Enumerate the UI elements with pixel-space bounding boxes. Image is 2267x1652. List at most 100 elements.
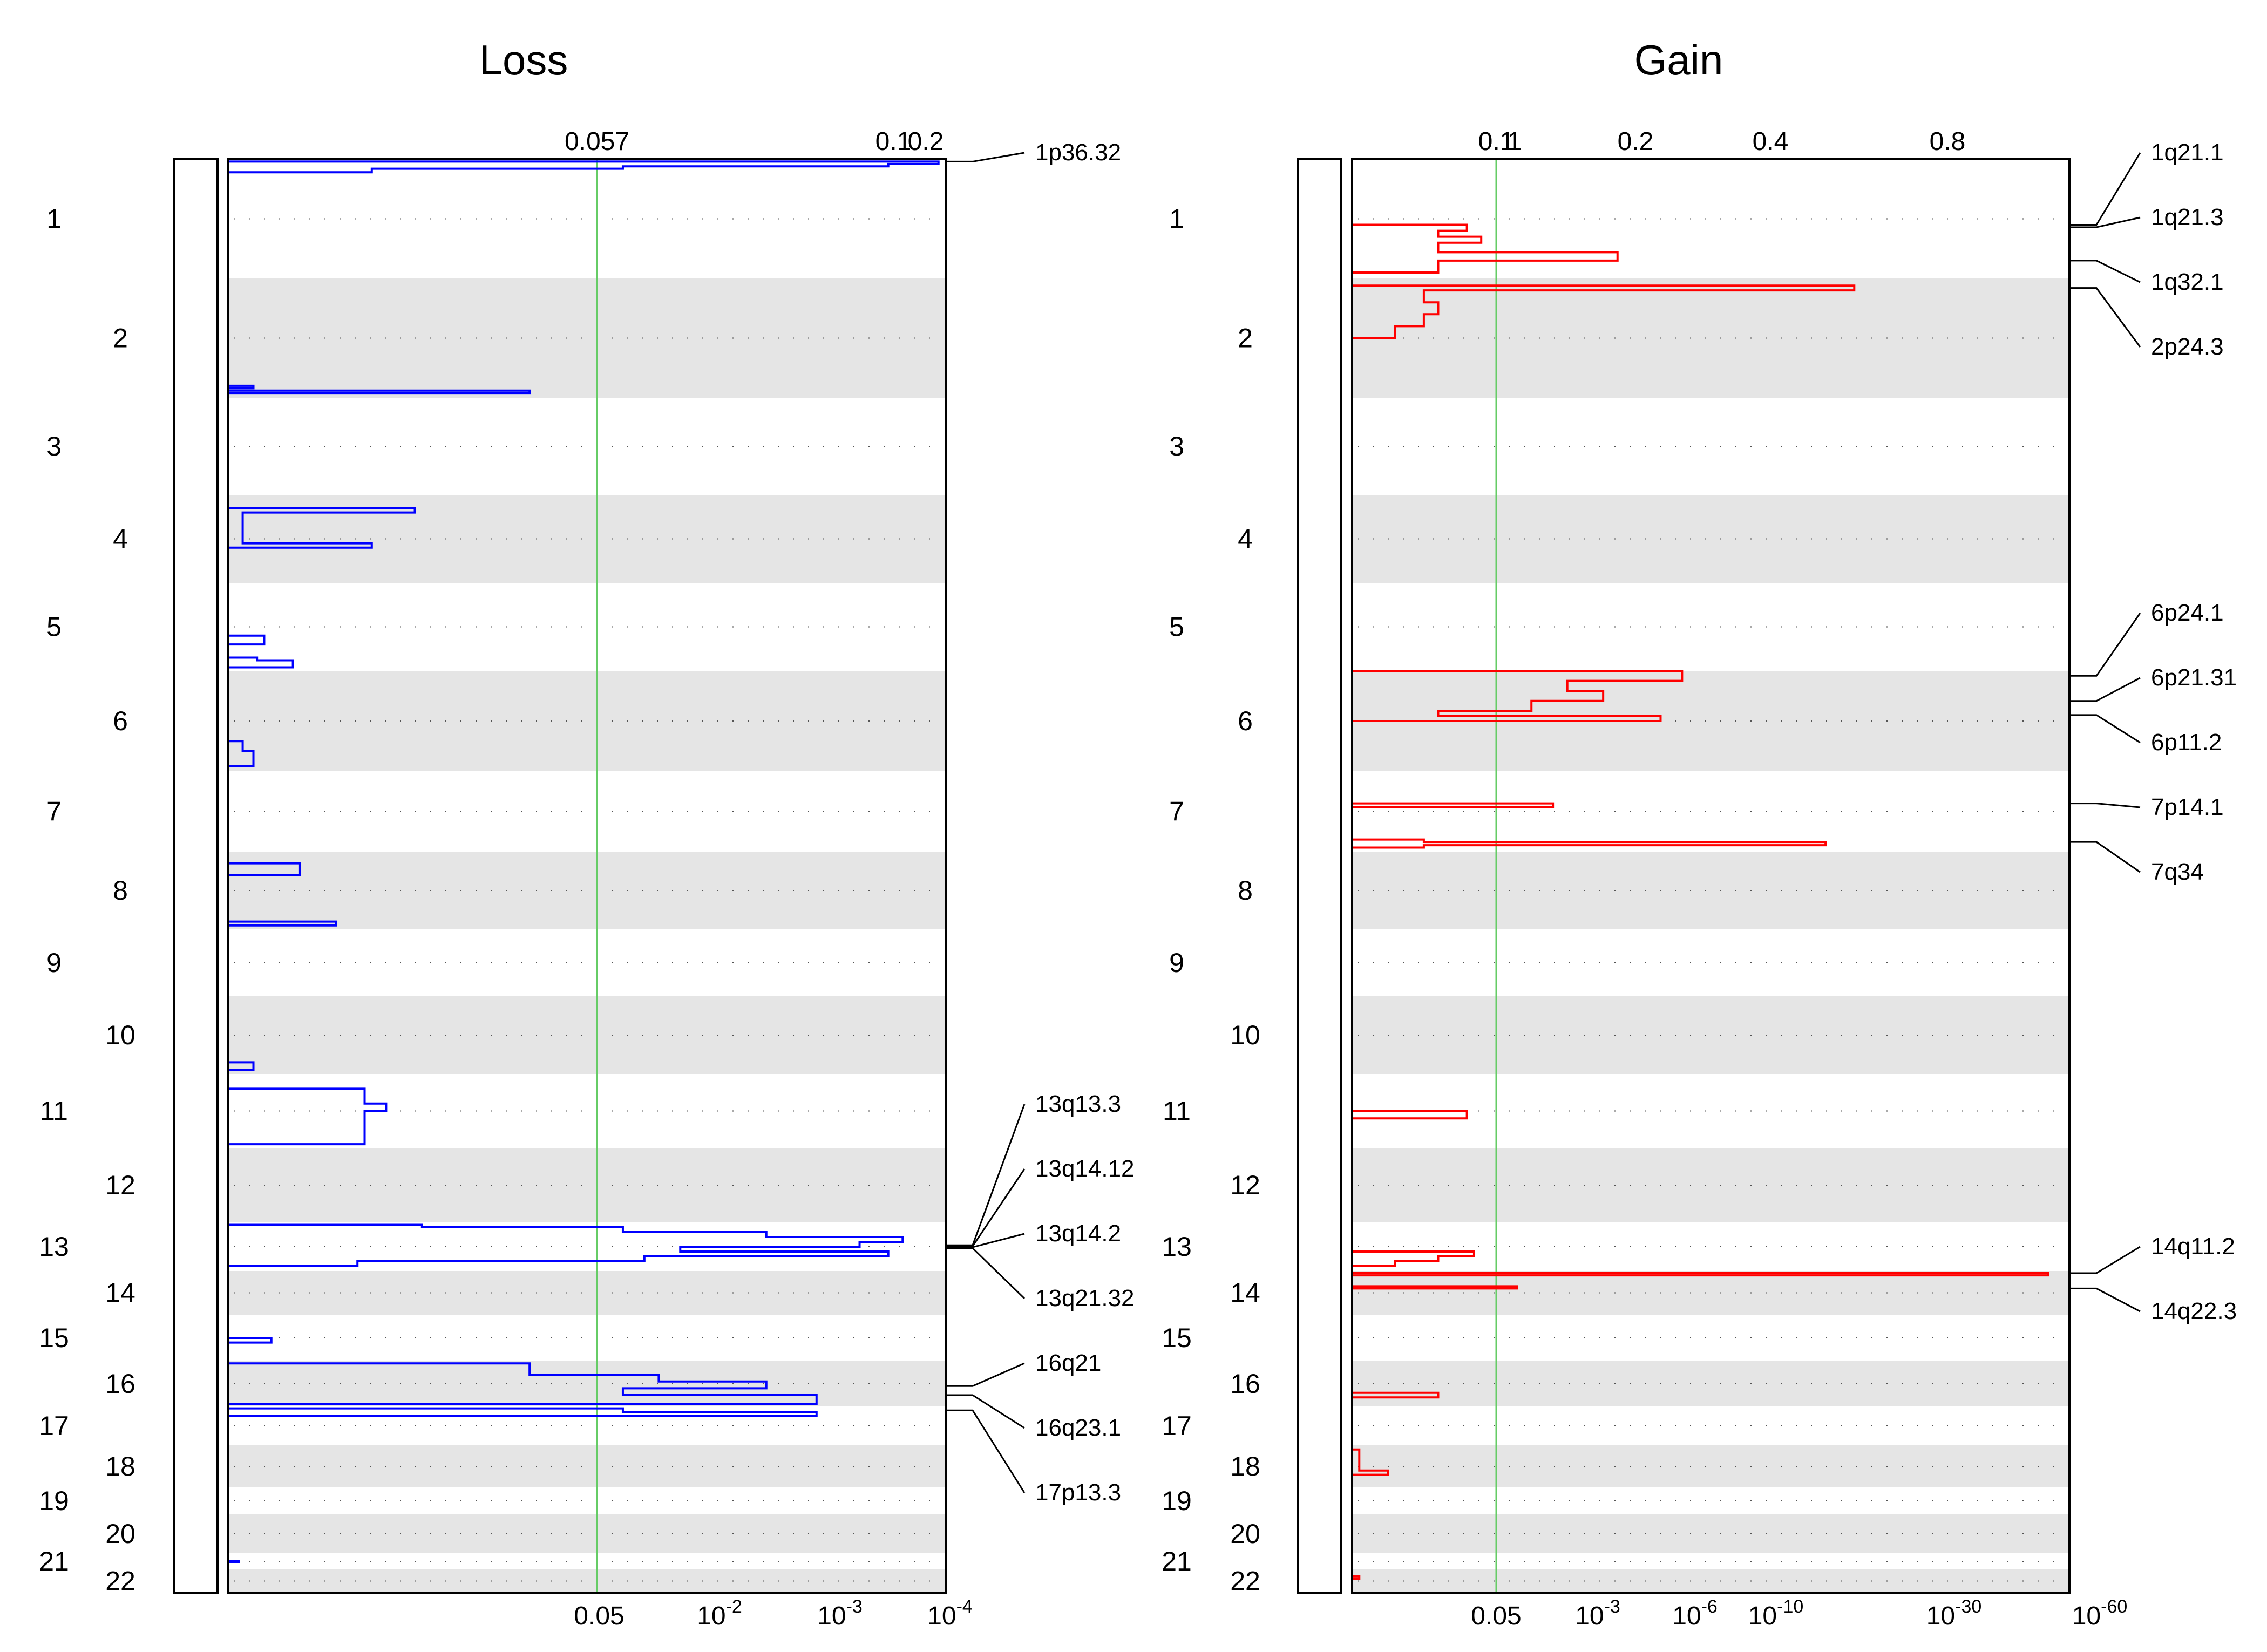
chromosome-label-13: 13	[1162, 1232, 1192, 1262]
region-leader	[946, 1247, 1026, 1300]
region-leader	[2069, 677, 2141, 702]
region-label: 6p21.31	[2151, 664, 2237, 691]
chromosome-label-11: 11	[40, 1096, 68, 1126]
bottom-tick-label: 10-4	[927, 1596, 973, 1630]
series-line-chr13	[228, 1223, 904, 1267]
gain-panel: Gain 12345678910111213141516171819202122…	[1162, 36, 2237, 1630]
series-line-chr11	[1352, 1110, 1468, 1120]
chromosome-band-8	[1352, 852, 2069, 929]
region-label: 17p13.3	[1035, 1479, 1121, 1506]
chromosome-label-3: 3	[1169, 431, 1184, 461]
chromosome-label-4: 4	[113, 524, 128, 554]
chromosome-label-16: 16	[1230, 1369, 1260, 1399]
top-tick-label: 0.057	[565, 127, 629, 156]
region-leader	[946, 1409, 1026, 1493]
loss-title: Loss	[479, 36, 568, 84]
region-label: 14q11.2	[2151, 1233, 2235, 1260]
chromosome-label-7: 7	[46, 797, 62, 827]
chromosome-label-9: 9	[1169, 948, 1184, 978]
chromosome-label-19: 19	[1162, 1486, 1192, 1516]
chromosome-label-14: 14	[105, 1278, 135, 1308]
top-tick-label: 0.8	[1930, 127, 1966, 156]
region-label: 6p11.2	[2151, 729, 2222, 756]
chromosome-label-2: 2	[1238, 323, 1253, 353]
bottom-tick-label: 10-60	[2072, 1596, 2128, 1630]
chromosome-label-9: 9	[46, 948, 62, 978]
chromosome-label-22: 22	[105, 1566, 135, 1596]
chromosome-band-4	[228, 495, 946, 583]
loss-region-labels: 1p36.32 13q13.3 13q14.12 13q14.2 13q21.32 16q…	[946, 139, 1135, 1506]
region-label: 1q32.1	[2151, 269, 2224, 295]
series-line-chr1	[1352, 223, 1619, 274]
series-line-chr13	[1352, 1250, 1475, 1267]
series-line-chr21	[228, 1560, 240, 1563]
region-leader	[2069, 803, 2141, 808]
loss-top-tick-labels: 0.057 0.10.2	[565, 127, 944, 156]
region-label: 1q21.1	[2151, 139, 2224, 166]
chromosome-label-10: 10	[1230, 1020, 1260, 1050]
chromosome-label-10: 10	[105, 1020, 135, 1050]
top-tick-label: 0.1	[875, 127, 912, 156]
chromosome-label-1: 1	[46, 204, 62, 234]
chromosome-label-3: 3	[46, 431, 62, 461]
chromosome-label-5: 5	[1169, 612, 1184, 642]
chromosome-label-21: 21	[39, 1546, 69, 1576]
chromosome-label-17: 17	[1162, 1411, 1192, 1441]
region-leader	[2069, 260, 2141, 283]
region-label: 13q14.12	[1035, 1155, 1135, 1182]
chromosome-band-12	[228, 1148, 946, 1222]
series-line-chr5	[227, 634, 294, 669]
region-label: 2p24.3	[2151, 334, 2224, 360]
chromosome-band-20	[228, 1514, 946, 1553]
chromosome-band-2	[228, 278, 946, 398]
loss-plot-frame	[227, 158, 947, 1594]
bottom-tick-label: 10-10	[1748, 1596, 1804, 1630]
bottom-tick-label: 10-3	[817, 1596, 863, 1630]
region-leader	[946, 1168, 1026, 1247]
top-tick-label: 0.4	[1753, 127, 1789, 156]
chromosome-label-20: 20	[105, 1519, 135, 1549]
region-leader	[946, 152, 1025, 162]
gain-title: Gain	[1634, 36, 1723, 84]
region-leader	[2069, 216, 2141, 228]
region-label: 16q21	[1035, 1350, 1101, 1376]
loss-chromosome-bands	[228, 218, 946, 1593]
gain-region-labels: 1q21.1 1q21.3 1q32.1 2p24.3 6p24.1 6p21.31 6p1…	[2069, 139, 2237, 1324]
chromosome-band-6	[228, 671, 946, 771]
chromosome-label-4: 4	[1238, 524, 1253, 554]
gain-top-tick-labels: 0.10.11 0.2 0.4 0.8	[1478, 127, 1966, 156]
chromosome-band-22	[228, 1569, 946, 1593]
loss-panel: Loss 12345678910111213141516171819202122…	[39, 36, 1134, 1630]
region-label: 14q22.3	[2151, 1298, 2237, 1324]
chromosome-label-2: 2	[113, 323, 128, 353]
gain-chromosome-bands	[1352, 218, 2069, 1593]
chromosome-band-2	[1352, 278, 2069, 398]
series-line-chr22	[1352, 1575, 1361, 1580]
region-leader	[2069, 287, 2141, 348]
series-line-chr1	[228, 160, 940, 174]
chromosome-label-16: 16	[105, 1369, 135, 1399]
series-line-chr6	[228, 740, 255, 767]
top-tick-label: 0.1	[1478, 127, 1515, 156]
top-tick-label: 0.2	[1618, 127, 1654, 156]
series-line-chr11	[228, 1087, 388, 1146]
region-label: 6p24.1	[2151, 600, 2224, 626]
region-leader	[946, 1233, 1025, 1248]
chromosome-label-12: 12	[105, 1170, 135, 1200]
series-line-chr15	[228, 1337, 273, 1344]
chromosome-label-13: 13	[39, 1232, 69, 1262]
series-line-chr18	[1352, 1448, 1389, 1476]
chromosome-label-21: 21	[1162, 1546, 1192, 1576]
chromosome-band-14	[228, 1271, 946, 1315]
chromosome-label-20: 20	[1230, 1519, 1260, 1549]
chromosome-label-18: 18	[1230, 1451, 1260, 1481]
gain-ideogram-column	[1297, 158, 1342, 1594]
chromosome-band-4	[1352, 495, 2069, 583]
gain-plot-frame	[1351, 158, 2071, 1594]
chromosome-band-18	[228, 1445, 946, 1487]
bottom-tick-label: 10-3	[1575, 1596, 1620, 1630]
chromosome-label-22: 22	[1230, 1566, 1260, 1596]
series-line-chr2	[1352, 284, 1856, 339]
